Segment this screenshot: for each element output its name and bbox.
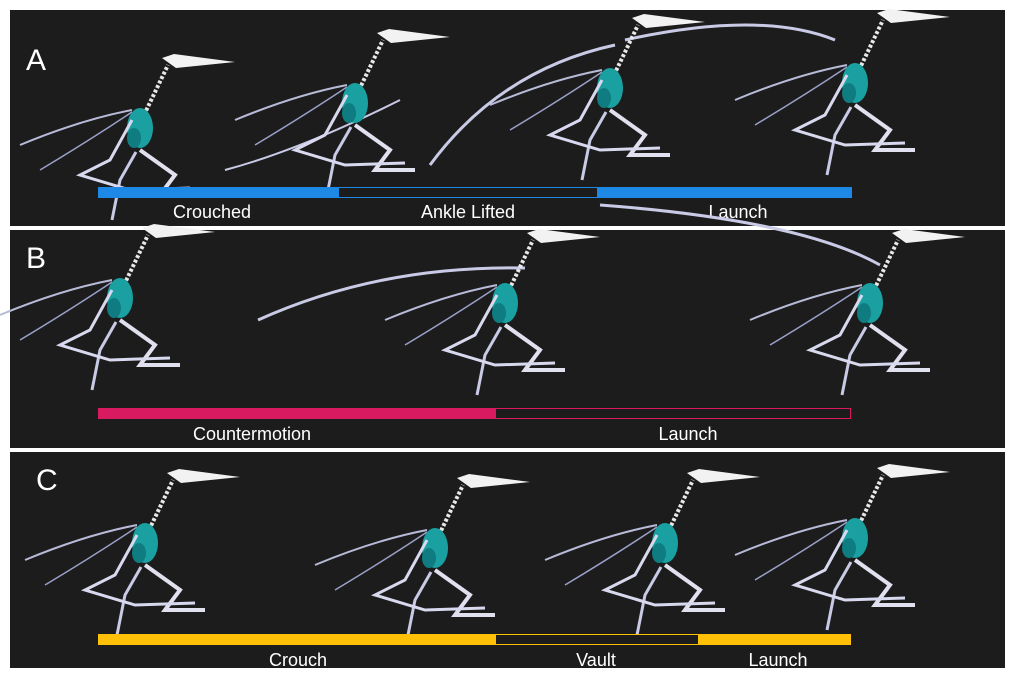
phase-bar [598,187,852,198]
phase-bar [699,634,851,645]
phase-bar [98,634,495,645]
wing-trail [428,43,616,166]
wing-trail [624,23,836,42]
phase-bar [495,634,699,645]
phase-label: Launch [708,202,767,222]
wing-trail [599,203,881,267]
phase-label: Launch [748,650,807,670]
phase-label: Countermotion [193,424,311,444]
phase-label: Vault [576,650,616,670]
wing-trail [224,99,401,171]
panel-c [10,452,1005,668]
panel-letter: B [26,242,46,275]
phase-label: Launch [658,424,717,444]
phase-label: Crouched [173,202,251,222]
phase-bar [98,187,338,198]
phase-label: Crouch [269,650,327,670]
wing-trail [257,266,526,322]
phase-label: Ankle Lifted [421,202,515,222]
phase-bar [495,408,851,419]
phase-bar [98,408,495,419]
panel-letter: C [36,464,58,497]
phase-bar [338,187,598,198]
panel-letter: A [26,44,46,77]
